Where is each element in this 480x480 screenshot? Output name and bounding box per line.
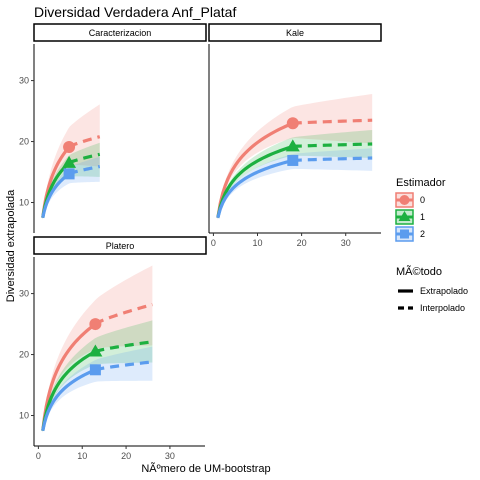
legend-entry-0: 0 (395, 192, 425, 208)
y-axis-label: Diversidad extrapolada (5, 189, 17, 302)
point-0 (63, 141, 76, 154)
point-1 (88, 344, 103, 357)
facet-strip (33, 236, 207, 255)
line-extrapolado-2 (292, 156, 373, 163)
y-tick-label: 10 (19, 411, 29, 421)
legend-key-point (398, 211, 411, 221)
x-tick-label: 30 (341, 238, 351, 248)
legend-method-interpolado: Interpolado (398, 303, 465, 313)
y-tick-label: 20 (19, 350, 29, 360)
y-tick-label: 30 (19, 76, 29, 86)
line-interpolado-1 (41, 350, 97, 432)
line-interpolado-2 (41, 368, 97, 432)
y-tick-label: 10 (19, 198, 29, 208)
point-1 (285, 139, 300, 152)
panel-platero: Platero 10 20 30 0 10 20 30 (19, 236, 207, 461)
legend-entry-label: 1 (420, 212, 425, 222)
facet-strip-label: Caracterizacion (89, 28, 152, 38)
ribbon-2 (42, 156, 100, 220)
x-tick-label: 20 (121, 451, 131, 461)
ribbon-1 (42, 320, 153, 433)
x-tick-label: 20 (297, 238, 307, 248)
facet-strip (208, 23, 382, 42)
point-2 (287, 154, 299, 166)
line-extrapolado-0 (94, 303, 153, 326)
facet-strip-label: Platero (106, 241, 135, 251)
legend-method-label: Interpolado (420, 303, 465, 313)
x-tick-label: 10 (253, 238, 263, 248)
legend-estimator-entries: 0 1 2 (395, 192, 425, 242)
point-0 (89, 318, 102, 331)
line-extrapolado-1 (68, 152, 101, 165)
line-extrapolado-0 (292, 118, 373, 125)
facet-panels: Caracterizacion 10 20 30 Kale 0 10 20 30 Platero 1… (19, 23, 382, 461)
line-interpolado-0 (41, 146, 71, 218)
point-0 (286, 117, 299, 130)
line-interpolado-2 (216, 158, 294, 219)
line-extrapolado-1 (292, 142, 373, 149)
ribbon-0 (42, 265, 153, 433)
panel-kale: Kale 0 10 20 30 (208, 23, 382, 248)
line-interpolado-1 (216, 144, 294, 219)
point-2 (63, 168, 75, 180)
y-tick-label: 20 (19, 137, 29, 147)
ribbon-2 (217, 148, 373, 220)
legend-entry-label: 2 (420, 229, 425, 239)
legend-entry-label: 0 (420, 195, 425, 205)
line-extrapolado-1 (94, 340, 153, 354)
point-1 (62, 155, 77, 168)
panel-caracterizacion: Caracterizacion 10 20 30 (19, 23, 207, 233)
legend: Estimador 0 1 2 MÃ©todo Extrapolado Interpo… (395, 177, 468, 313)
ribbon-0 (217, 93, 373, 220)
x-tick-label: 30 (165, 451, 175, 461)
legend-method-entries: Extrapolado Interpolado (398, 286, 468, 313)
x-tick-label: 0 (36, 451, 41, 461)
legend-entry-1: 1 (395, 209, 425, 225)
facet-strip (33, 23, 207, 42)
legend-method-extrapolado: Extrapolado (398, 286, 468, 296)
line-extrapolado-2 (94, 360, 153, 372)
line-interpolado-0 (41, 322, 97, 431)
legend-entry-2: 2 (395, 226, 425, 242)
legend-method-title: MÃ©todo (396, 265, 442, 278)
legend-key-point (400, 229, 409, 239)
x-tick-label: 10 (77, 451, 87, 461)
x-tick-label: 0 (211, 238, 216, 248)
legend-estimator-title: Estimador (396, 177, 446, 189)
legend-method-label: Extrapolado (420, 286, 468, 296)
legend-key-point (399, 195, 410, 205)
y-tick-label: 30 (19, 289, 29, 299)
line-interpolado-0 (216, 121, 294, 219)
point-2 (89, 364, 101, 376)
chart-title: Diversidad Verdadera Anf_Plataf (34, 4, 236, 20)
ribbon-2 (42, 346, 153, 433)
facet-strip-label: Kale (286, 28, 304, 38)
x-axis-label: NÃºmero de UM-bootstrap (141, 462, 270, 475)
ribbon-1 (42, 142, 100, 220)
ribbon-1 (217, 129, 373, 220)
